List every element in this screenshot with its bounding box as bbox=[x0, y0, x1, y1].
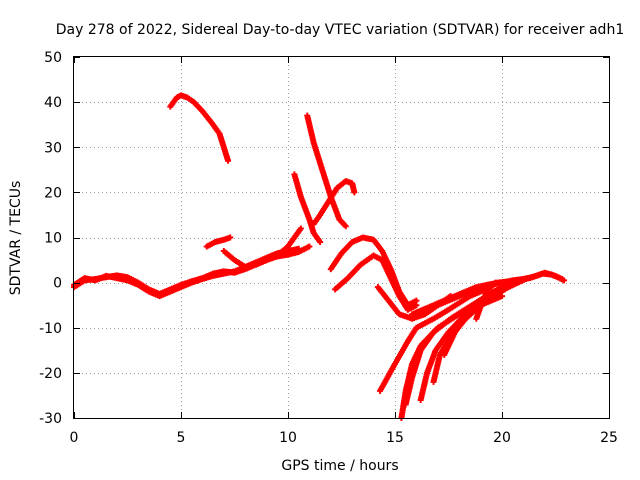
data-point bbox=[306, 243, 313, 250]
y-tick-label: 10 bbox=[44, 231, 62, 247]
data-point bbox=[351, 189, 358, 196]
chart-title: Day 278 of 2022, Sidereal Day-to-day VTE… bbox=[56, 22, 624, 38]
series-s2 bbox=[71, 245, 302, 300]
series-s8 bbox=[310, 178, 358, 227]
data-point bbox=[227, 234, 234, 241]
data-point bbox=[317, 239, 324, 246]
series-s5 bbox=[220, 225, 304, 270]
series-s9 bbox=[327, 234, 420, 309]
x-tick-label: 20 bbox=[493, 430, 511, 446]
data-point bbox=[342, 223, 349, 230]
y-tick-label: 0 bbox=[53, 276, 62, 292]
series-s12 bbox=[377, 284, 495, 394]
y-tick-label: -20 bbox=[39, 366, 62, 382]
data-series bbox=[71, 92, 568, 421]
y-tick-label: -10 bbox=[39, 321, 62, 337]
x-tick-label: 5 bbox=[177, 430, 186, 446]
y-tick-label: 50 bbox=[44, 50, 62, 66]
y-tick-label: -30 bbox=[39, 411, 62, 427]
series-s7 bbox=[304, 112, 349, 230]
y-axis-label: SDTVAR / TECUs bbox=[8, 181, 24, 296]
series-s3 bbox=[167, 92, 232, 164]
data-point bbox=[225, 157, 232, 164]
axis-ticks bbox=[74, 57, 610, 419]
x-tick-label: 15 bbox=[386, 430, 404, 446]
y-tick-label: 20 bbox=[44, 185, 62, 201]
x-tick-label: 10 bbox=[279, 430, 297, 446]
grid-lines bbox=[74, 57, 609, 418]
series-s4 bbox=[203, 234, 234, 250]
tick-labels: 0 5 10 15 20 25 -30 -20 -10 0 10 20 30 40 50 bbox=[39, 50, 618, 446]
x-axis-label: GPS time / hours bbox=[281, 458, 398, 474]
x-tick-label: 0 bbox=[70, 430, 79, 446]
y-tick-label: 40 bbox=[44, 95, 62, 111]
data-point bbox=[295, 245, 302, 252]
series-s20 bbox=[424, 270, 565, 313]
y-tick-label: 30 bbox=[44, 140, 62, 156]
x-tick-label: 25 bbox=[600, 430, 618, 446]
series-s10 bbox=[332, 252, 420, 313]
data-point bbox=[297, 225, 304, 232]
data-point bbox=[558, 276, 565, 283]
series-s6 bbox=[291, 171, 324, 246]
data-point bbox=[413, 302, 420, 309]
plot-frame bbox=[73, 56, 610, 419]
